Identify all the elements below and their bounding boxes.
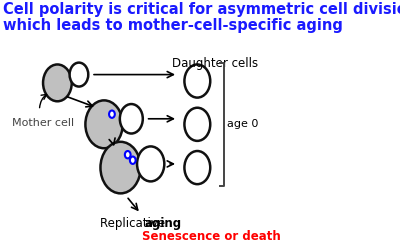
Text: aging: aging	[145, 217, 182, 230]
Circle shape	[125, 151, 130, 158]
Circle shape	[70, 63, 88, 87]
Circle shape	[109, 111, 115, 118]
Circle shape	[184, 108, 210, 141]
Circle shape	[120, 104, 143, 134]
Text: age 0: age 0	[227, 119, 258, 129]
Text: Mother cell: Mother cell	[12, 118, 74, 128]
Text: which leads to mother-cell-specific aging: which leads to mother-cell-specific agin…	[3, 18, 343, 33]
Circle shape	[85, 100, 123, 148]
Circle shape	[100, 142, 141, 193]
Text: Replicative: Replicative	[100, 217, 169, 230]
Circle shape	[184, 64, 210, 98]
Text: Daughter cells: Daughter cells	[172, 57, 258, 70]
Circle shape	[43, 64, 72, 101]
Text: Senescence or death: Senescence or death	[142, 230, 281, 242]
Circle shape	[130, 157, 136, 164]
Circle shape	[184, 151, 210, 184]
Text: Cell polarity is critical for asymmetric cell division,: Cell polarity is critical for asymmetric…	[3, 2, 400, 17]
Circle shape	[137, 146, 164, 182]
